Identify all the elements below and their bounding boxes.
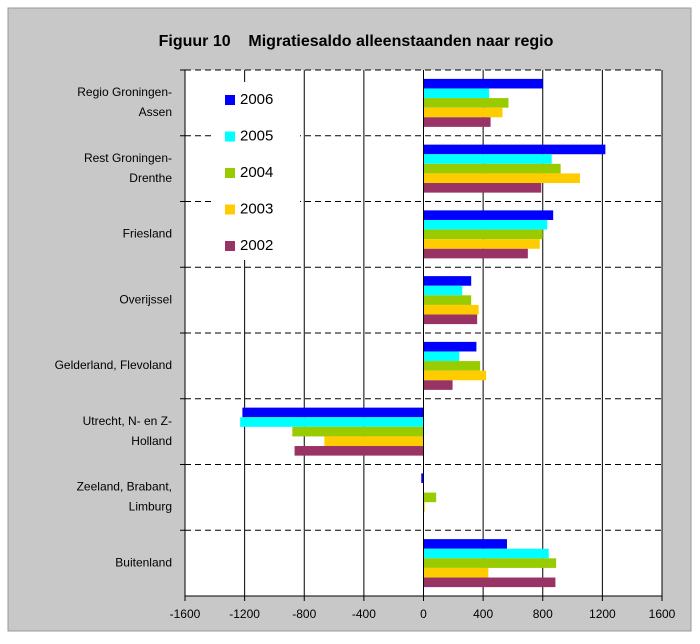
bar [423, 314, 478, 325]
bar [294, 446, 424, 456]
legend-label: 2006 [240, 91, 273, 108]
legend-swatch [225, 204, 235, 215]
x-tick-label: 0 [420, 607, 427, 621]
bar [423, 548, 549, 559]
bar [423, 567, 489, 578]
bar [423, 492, 437, 503]
bar [423, 295, 472, 305]
y-tick-label: Regio Groningen- [77, 85, 172, 99]
bar [423, 239, 540, 249]
bar [423, 351, 460, 362]
y-tick-label: Friesland [123, 227, 172, 241]
x-tick-label: 1600 [649, 607, 676, 621]
legend-label: 2005 [240, 127, 273, 144]
bar [423, 558, 557, 568]
bar [423, 361, 481, 371]
y-tick-label: Limburg [129, 500, 172, 514]
bar [240, 417, 424, 427]
bar [421, 473, 424, 483]
x-tick-label: -400 [352, 607, 376, 621]
bar [423, 154, 552, 164]
x-tick-label: 400 [473, 607, 493, 621]
bar [423, 183, 542, 193]
bar [423, 107, 503, 118]
bar [242, 407, 424, 418]
bar [423, 219, 548, 230]
legend: 2006 2005 2004 2003 2002 [212, 82, 300, 260]
bar [423, 248, 528, 259]
bar [423, 229, 543, 240]
y-tick-label: Gelderland, Flevoland [55, 358, 172, 372]
bar [423, 341, 477, 352]
bar [423, 78, 543, 89]
legend-swatch [225, 241, 235, 251]
y-tick-label: Rest Groningen- [84, 151, 172, 165]
x-tick-label: -800 [292, 607, 316, 621]
bar [423, 210, 554, 220]
bar [423, 98, 509, 108]
bar [423, 285, 463, 296]
y-tick-label: Assen [139, 105, 172, 119]
legend-label: 2004 [240, 164, 273, 181]
bar [292, 426, 424, 437]
bar [423, 380, 453, 390]
bar [423, 144, 606, 155]
legend-label: 2002 [240, 237, 273, 254]
y-tick-label: Zeeland, Brabant, [77, 480, 172, 494]
x-tick-label: 800 [533, 607, 553, 621]
x-tick-label: -1600 [170, 607, 201, 621]
y-tick-label: Utrecht, N- en Z- [83, 414, 172, 428]
y-tick-label: Drenthe [129, 171, 172, 185]
bar [324, 436, 424, 447]
bar [423, 370, 487, 381]
legend-swatch [225, 95, 235, 105]
bar [423, 173, 581, 184]
legend-swatch [225, 168, 235, 178]
legend-swatch [225, 131, 235, 142]
bar [423, 577, 556, 588]
bar [423, 117, 491, 127]
x-tick-label: 1200 [589, 607, 616, 621]
bar [423, 539, 507, 549]
y-tick-label: Overijssel [119, 292, 172, 306]
legend-label: 2003 [240, 200, 273, 217]
bar [423, 88, 490, 99]
y-tick-label: Buitenland [115, 555, 172, 569]
bar [423, 304, 479, 315]
bar [423, 502, 425, 512]
bar [423, 276, 472, 286]
chart-title: Figuur 10 Migratiesaldo alleenstaanden n… [159, 33, 554, 50]
bar [423, 163, 561, 174]
y-tick-label: Holland [131, 434, 172, 448]
x-tick-label: -1200 [229, 607, 260, 621]
